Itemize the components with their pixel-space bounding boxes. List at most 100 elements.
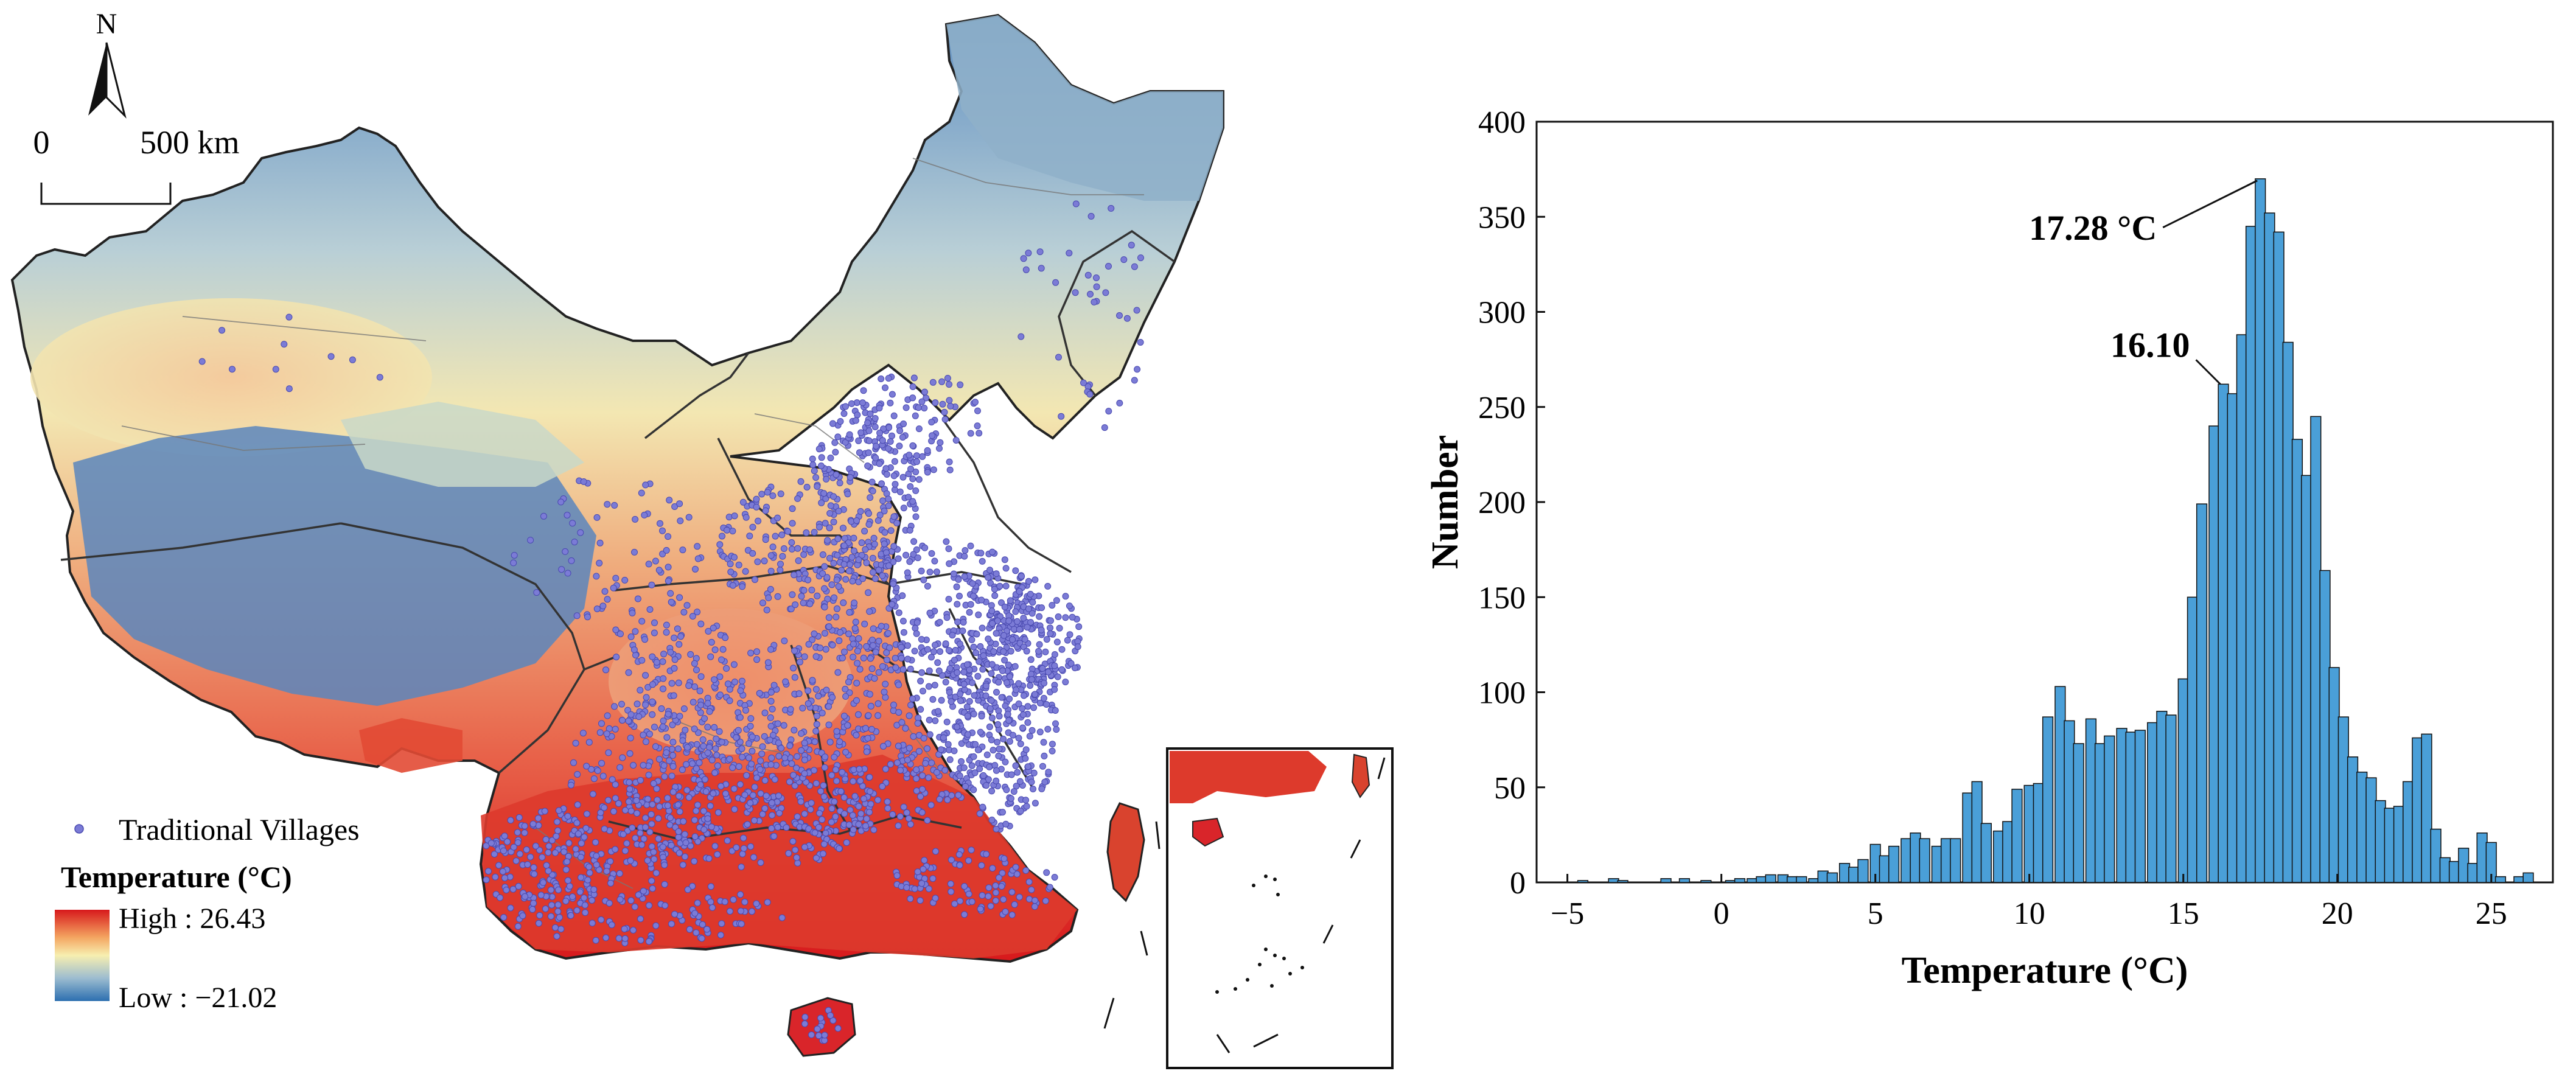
village-point xyxy=(790,772,797,779)
village-point xyxy=(735,727,742,734)
village-point xyxy=(749,792,756,799)
village-point xyxy=(1053,726,1060,733)
y-tick-label: 250 xyxy=(1478,391,1526,425)
village-point xyxy=(660,685,666,693)
village-point xyxy=(604,501,611,508)
temperature-map: N 0 500 km Traditional Villages Temperat… xyxy=(10,8,1394,1069)
village-point xyxy=(767,646,775,653)
village-point xyxy=(879,497,887,504)
village-point xyxy=(988,661,996,668)
village-point xyxy=(907,702,915,709)
village-point xyxy=(593,606,601,612)
village-point xyxy=(667,590,674,597)
village-point xyxy=(572,845,579,853)
village-point xyxy=(791,782,798,789)
village-point xyxy=(500,914,508,921)
village-point xyxy=(604,596,611,603)
village-point xyxy=(761,557,768,565)
village-point xyxy=(682,839,689,846)
village-point xyxy=(780,545,787,552)
village-point xyxy=(845,630,853,638)
village-point xyxy=(811,767,818,774)
village-point xyxy=(965,890,972,898)
village-point xyxy=(826,738,834,745)
village-point xyxy=(1041,778,1049,786)
village-point xyxy=(894,759,901,766)
village-point xyxy=(842,685,849,693)
village-point xyxy=(641,636,649,643)
village-point xyxy=(888,391,896,398)
village-point xyxy=(704,815,711,822)
village-point xyxy=(582,909,589,916)
village-point xyxy=(954,669,961,676)
village-point xyxy=(1029,599,1036,606)
village-point xyxy=(875,669,882,676)
village-point xyxy=(621,576,629,584)
village-point xyxy=(993,767,1000,774)
village-point xyxy=(663,629,670,636)
village-point xyxy=(815,824,822,831)
village-point xyxy=(832,813,839,820)
village-point xyxy=(899,473,907,481)
village-point xyxy=(1051,662,1058,669)
village-point xyxy=(1002,820,1010,828)
histogram-bar xyxy=(2218,383,2229,883)
village-point xyxy=(649,698,656,705)
village-point xyxy=(646,828,654,836)
village-point xyxy=(739,498,747,506)
village-point xyxy=(905,815,912,822)
y-axis-label: Number xyxy=(1425,435,1466,569)
village-point xyxy=(583,763,590,770)
village-point xyxy=(650,780,657,787)
y-tick-label: 50 xyxy=(1494,771,1526,806)
village-point xyxy=(841,648,848,655)
village-point xyxy=(573,819,581,826)
village-point xyxy=(671,634,678,641)
village-point xyxy=(564,812,571,820)
village-point xyxy=(955,792,962,799)
histogram-bar xyxy=(2421,733,2432,883)
village-point xyxy=(710,624,717,632)
village-point xyxy=(1015,680,1022,687)
village-point xyxy=(926,667,933,674)
histogram-bar xyxy=(2430,828,2442,883)
village-point xyxy=(1039,763,1046,770)
village-point xyxy=(741,898,749,906)
village-point xyxy=(871,675,878,682)
village-point xyxy=(631,548,638,556)
histogram-bar xyxy=(2365,777,2377,883)
village-point xyxy=(895,555,902,562)
village-point xyxy=(674,801,682,809)
village-point xyxy=(665,711,672,717)
village-point xyxy=(1026,733,1033,740)
village-point xyxy=(759,743,766,750)
village-point xyxy=(912,624,919,632)
village-point xyxy=(943,718,951,725)
village-point xyxy=(651,724,658,731)
village-point xyxy=(1005,661,1012,669)
south-china-sea-inset xyxy=(1166,747,1394,1069)
village-point xyxy=(816,809,823,817)
village-point xyxy=(878,375,885,382)
village-point xyxy=(705,627,712,635)
village-point xyxy=(1064,637,1071,644)
village-point xyxy=(1024,703,1031,710)
village-point xyxy=(890,513,898,520)
village-point xyxy=(691,910,699,917)
village-point xyxy=(349,356,356,363)
village-point xyxy=(999,870,1006,877)
village-point xyxy=(801,770,808,777)
village-point xyxy=(1001,603,1008,610)
village-point xyxy=(1055,613,1062,620)
village-point xyxy=(895,709,902,716)
village-point xyxy=(541,808,548,815)
village-point xyxy=(914,868,921,876)
village-point xyxy=(871,424,879,430)
village-point xyxy=(645,560,652,568)
village-point xyxy=(570,759,577,766)
village-point xyxy=(767,689,775,696)
village-point xyxy=(970,786,977,794)
village-point xyxy=(992,882,999,889)
tarim-basin-region xyxy=(30,298,432,456)
